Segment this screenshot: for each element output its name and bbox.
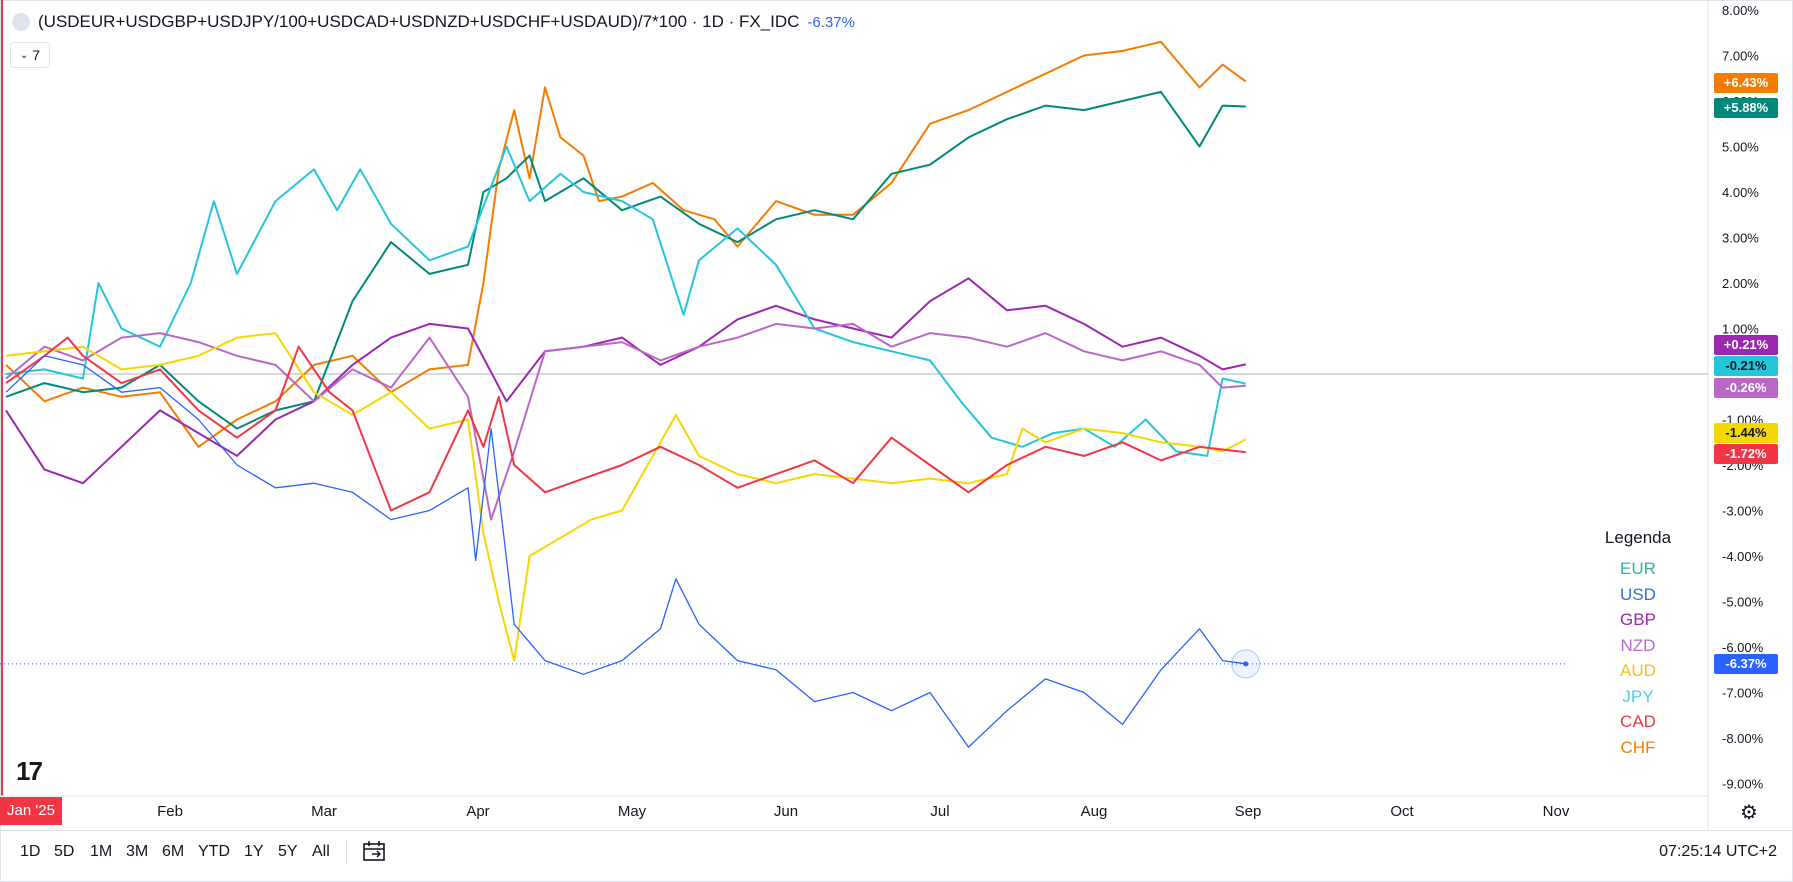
last-value-badge: -0.21% <box>1714 356 1778 376</box>
series-line <box>5 277 1246 485</box>
range-button-ytd[interactable]: YTD <box>198 843 230 860</box>
chart-plot[interactable]: 8.00%7.00%6.00%5.00%4.00%3.00%2.00%1.00%… <box>0 0 1793 830</box>
range-button-6m[interactable]: 6M <box>162 843 185 860</box>
y-tick-label: -3.00% <box>1722 504 1764 519</box>
legend-item: AUD <box>1620 661 1656 680</box>
y-tick-label: 3.00% <box>1722 231 1759 246</box>
range-button-5y[interactable]: 5Y <box>278 843 298 860</box>
legend: Legenda EUR USD GBP NZD AUD JPY CAD CHF <box>1588 528 1688 760</box>
legend-item: JPY <box>1622 686 1654 706</box>
x-tick-label: May <box>617 803 647 820</box>
series-line <box>5 145 1246 457</box>
bottom-toolbar <box>0 830 1793 881</box>
y-tick-label: -7.00% <box>1722 686 1764 701</box>
y-tick-label: -5.00% <box>1722 595 1764 610</box>
legend-item: USD <box>1620 584 1656 604</box>
y-tick-label: -6.00% <box>1722 640 1764 655</box>
range-button-1d[interactable]: 1D <box>20 843 41 860</box>
last-value-badge: +5.88% <box>1714 98 1778 118</box>
last-value-badge: -6.37% <box>1714 654 1778 674</box>
x-tick-label: Nov <box>1542 803 1570 820</box>
legend-item: NZD <box>1620 635 1656 655</box>
calendar-goto-icon[interactable] <box>362 840 388 862</box>
x-tick-label: Jul <box>930 803 950 820</box>
legend-item: CHF <box>1620 737 1656 757</box>
range-button-all[interactable]: All <box>312 843 330 860</box>
x-tick-label: Apr <box>466 803 490 820</box>
symbol-title[interactable]: (USDEUR+USDGBP+USDJPY/100+USDCAD+USDNZD+… <box>38 12 800 31</box>
y-tick-label: 7.00% <box>1722 49 1759 64</box>
last-value-badge: -1.72% <box>1714 444 1778 464</box>
range-button-1y[interactable]: 1Y <box>244 843 264 860</box>
x-axis-start-badge: Jan '25 <box>0 797 62 825</box>
y-tick-label: 8.00% <box>1722 3 1759 18</box>
x-tick-label: Feb <box>157 803 183 820</box>
x-tick-label: Oct <box>1390 803 1414 820</box>
chart-header: (USDEUR+USDGBP+USDJPY/100+USDCAD+USDNZD+… <box>12 10 855 34</box>
series-line <box>5 355 1246 748</box>
last-value-badge: -0.26% <box>1714 378 1778 398</box>
symbol-logo-icon <box>12 13 30 31</box>
x-tick-label: Jun <box>773 803 799 820</box>
indicators-collapse-button[interactable]: ⌄ 7 <box>10 42 50 68</box>
y-tick-label: 2.00% <box>1722 276 1759 291</box>
y-tick-label: 4.00% <box>1722 185 1759 200</box>
range-button-1m[interactable]: 1M <box>90 843 113 860</box>
series-line <box>5 336 1246 512</box>
series-line <box>5 322 1246 521</box>
x-tick-label: Mar <box>311 803 337 820</box>
y-tick-label: 1.00% <box>1722 322 1759 337</box>
y-tick-label: -4.00% <box>1722 549 1764 564</box>
last-value-badge: +6.43% <box>1714 73 1778 93</box>
series-line <box>5 40 1247 448</box>
clock-readout[interactable]: 07:25:14 UTC+2 <box>1659 843 1777 860</box>
series-line <box>5 332 1247 662</box>
y-tick-label: -8.00% <box>1722 731 1764 746</box>
legend-item: EUR <box>1620 559 1656 578</box>
legend-title: Legenda <box>1604 528 1672 547</box>
legend-item: GBP <box>1620 610 1656 629</box>
indicator-count: 7 <box>32 47 41 63</box>
y-tick-label: -9.00% <box>1722 777 1764 792</box>
crosshair-marker-dot <box>1243 661 1249 667</box>
x-tick-label: Sep <box>1234 803 1262 820</box>
symbol-change: -6.37% <box>807 13 855 31</box>
x-tick-label: Aug <box>1080 803 1108 820</box>
toolbar-divider <box>346 840 347 864</box>
last-value-badge: +0.21% <box>1714 335 1778 355</box>
start-marker-line <box>1 0 3 796</box>
tradingview-logo[interactable]: 17 <box>16 756 43 786</box>
range-button-3m[interactable]: 3M <box>126 843 149 860</box>
y-tick-label: 5.00% <box>1722 140 1759 155</box>
legend-item: CAD <box>1620 712 1656 731</box>
series-line <box>5 90 1246 430</box>
range-button-5d[interactable]: 5D <box>54 843 75 860</box>
gear-icon[interactable]: ⚙ <box>1740 802 1758 824</box>
chevron-down-icon: ⌄ <box>19 49 29 61</box>
last-value-badge: -1.44% <box>1714 423 1778 443</box>
